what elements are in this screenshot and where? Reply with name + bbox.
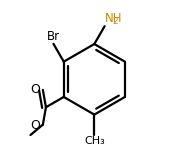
Text: O: O bbox=[30, 83, 40, 96]
Text: O: O bbox=[30, 119, 40, 132]
Text: 2: 2 bbox=[112, 17, 118, 26]
Text: NH: NH bbox=[105, 12, 122, 26]
Text: Br: Br bbox=[47, 30, 60, 43]
Text: CH₃: CH₃ bbox=[84, 136, 105, 146]
